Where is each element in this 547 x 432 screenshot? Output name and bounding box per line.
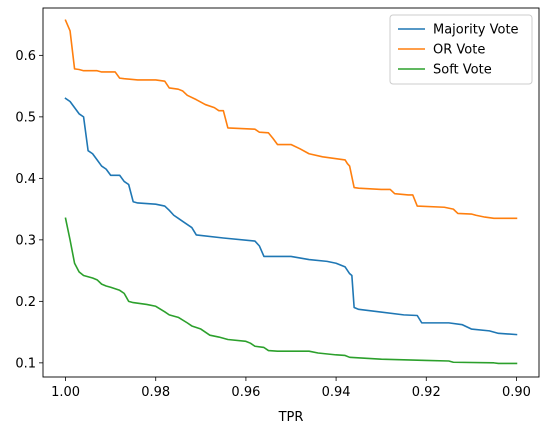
series-layer [64,19,518,365]
y-tick-label: 0.1 [15,356,36,371]
x-tick-label: 0.94 [322,385,351,400]
series-line-or-vote [64,19,518,220]
x-axis-label: TPR [278,410,304,425]
x-tick-label: 0.92 [412,385,441,400]
y-tick-label: 0.3 [15,233,36,248]
x-tick-label: 0.96 [231,385,260,400]
plot-frame [42,7,540,378]
x-tick-label: 0.90 [502,385,531,400]
legend-label-majority-vote: Majority Vote [433,23,519,38]
series-line-majority-vote [64,97,518,336]
x-tick-label: 0.98 [141,385,170,400]
y-tick-label: 0.5 [15,110,36,125]
y-tick-label: 0.6 [15,49,36,64]
y-tick-label: 0.2 [15,295,36,310]
x-axis-ticks: 1.00 0.98 0.96 0.94 0.92 0.90 [51,377,531,400]
x-tick-label: 1.00 [51,385,80,400]
legend: Majority Vote OR Vote Soft Vote [389,14,533,85]
legend-label-or-vote: OR Vote [433,43,485,58]
series-line-soft-vote [64,217,518,365]
y-axis-ticks: 0.1 0.2 0.3 0.4 0.5 0.6 [15,49,43,371]
legend-box [389,14,533,85]
y-tick-label: 0.4 [15,172,36,187]
legend-label-soft-vote: Soft Vote [433,63,492,78]
